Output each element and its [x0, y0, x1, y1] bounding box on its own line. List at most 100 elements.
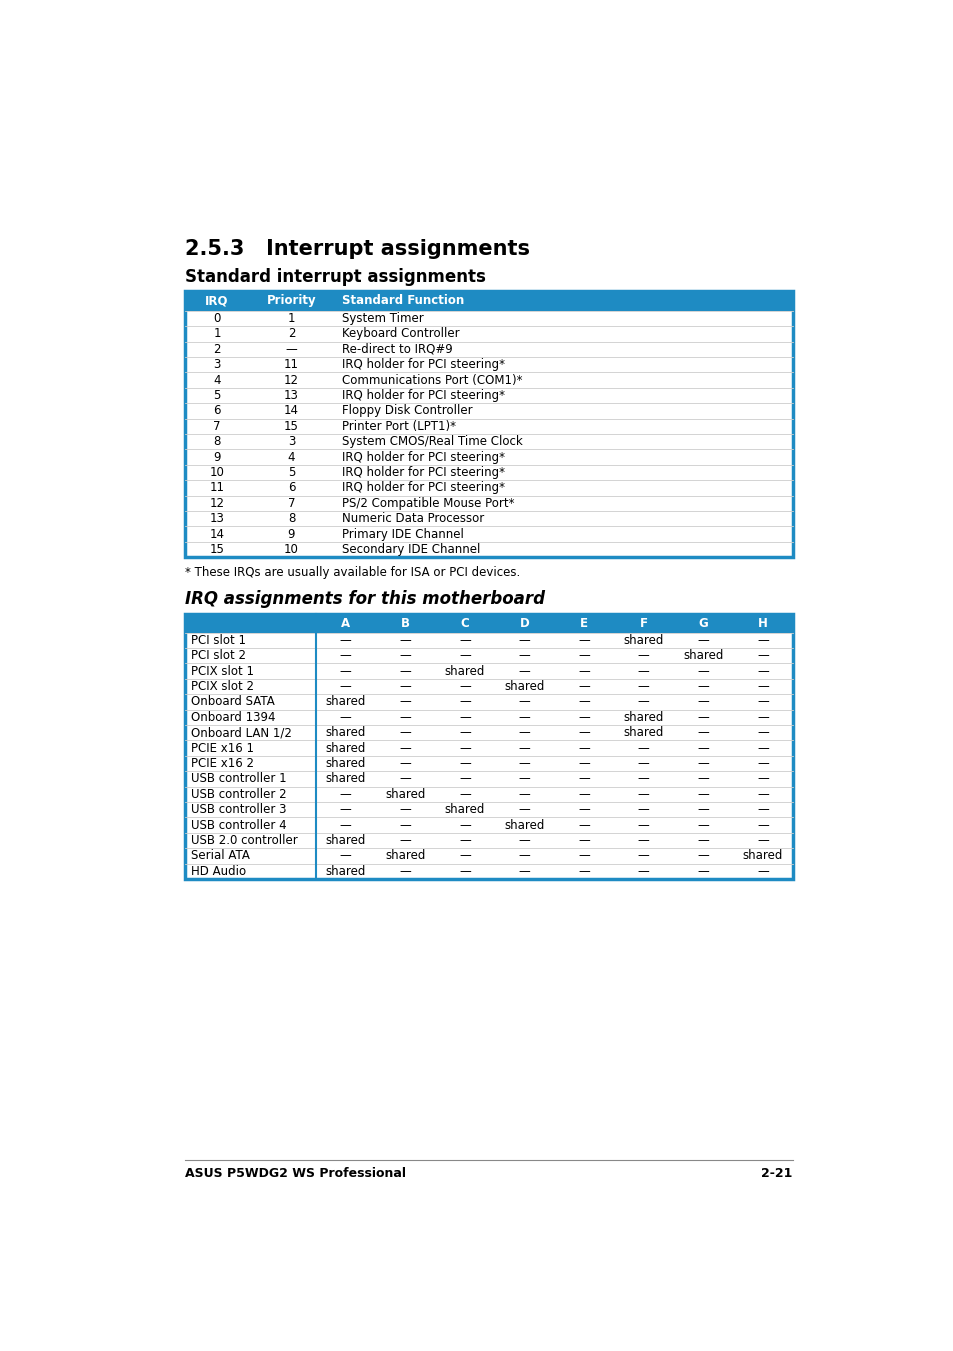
Text: —: —: [339, 634, 351, 647]
Text: —: —: [757, 634, 768, 647]
Text: Onboard 1394: Onboard 1394: [192, 711, 275, 724]
Text: System CMOS/Real Time Clock: System CMOS/Real Time Clock: [341, 435, 522, 449]
Text: shared: shared: [385, 788, 425, 801]
Text: —: —: [518, 850, 530, 862]
Text: Onboard LAN 1/2: Onboard LAN 1/2: [192, 727, 292, 739]
Text: Standard interrupt assignments: Standard interrupt assignments: [185, 267, 485, 286]
Text: —: —: [458, 834, 470, 847]
Text: —: —: [518, 788, 530, 801]
Text: IRQ holder for PCI steering*: IRQ holder for PCI steering*: [341, 481, 504, 494]
Text: —: —: [399, 665, 411, 678]
Text: USB controller 2: USB controller 2: [192, 788, 287, 801]
Text: 10: 10: [210, 466, 224, 480]
Text: shared: shared: [325, 757, 365, 770]
Text: —: —: [339, 711, 351, 724]
Text: B: B: [400, 617, 409, 630]
Text: —: —: [697, 788, 708, 801]
Text: —: —: [638, 834, 649, 847]
Text: USB controller 3: USB controller 3: [192, 804, 287, 816]
Text: 10: 10: [284, 543, 298, 555]
Text: 2: 2: [213, 343, 220, 355]
Text: F: F: [639, 617, 647, 630]
Text: —: —: [578, 804, 589, 816]
Text: Numeric Data Processor: Numeric Data Processor: [341, 512, 483, 526]
Text: —: —: [757, 773, 768, 785]
Text: —: —: [697, 634, 708, 647]
Text: —: —: [578, 819, 589, 832]
Text: —: —: [757, 680, 768, 693]
Text: —: —: [638, 650, 649, 662]
Text: 6: 6: [288, 481, 294, 494]
Text: —: —: [638, 804, 649, 816]
Text: 4: 4: [213, 373, 220, 386]
Text: —: —: [578, 727, 589, 739]
Text: —: —: [518, 650, 530, 662]
Text: —: —: [638, 757, 649, 770]
Text: —: —: [339, 819, 351, 832]
Text: ASUS P5WDG2 WS Professional: ASUS P5WDG2 WS Professional: [185, 1167, 406, 1181]
Text: 14: 14: [284, 404, 298, 417]
Text: A: A: [340, 617, 350, 630]
Text: —: —: [757, 742, 768, 755]
Text: 11: 11: [284, 358, 298, 372]
Text: Keyboard Controller: Keyboard Controller: [341, 327, 459, 340]
Text: —: —: [399, 804, 411, 816]
Text: shared: shared: [325, 727, 365, 739]
Text: —: —: [578, 865, 589, 878]
Text: shared: shared: [623, 711, 663, 724]
Text: shared: shared: [325, 773, 365, 785]
Text: Re-direct to IRQ#9: Re-direct to IRQ#9: [341, 343, 452, 355]
Text: —: —: [518, 711, 530, 724]
Text: 15: 15: [210, 543, 224, 555]
Text: 3: 3: [213, 358, 220, 372]
Text: —: —: [458, 865, 470, 878]
Text: —: —: [399, 650, 411, 662]
Text: —: —: [399, 834, 411, 847]
Text: —: —: [757, 665, 768, 678]
Text: shared: shared: [504, 819, 544, 832]
Text: shared: shared: [325, 865, 365, 878]
Text: HD Audio: HD Audio: [192, 865, 246, 878]
Text: shared: shared: [742, 850, 782, 862]
Text: —: —: [339, 788, 351, 801]
Text: 14: 14: [210, 527, 224, 540]
Text: Standard Function: Standard Function: [341, 295, 463, 307]
Text: —: —: [638, 742, 649, 755]
Text: —: —: [458, 634, 470, 647]
Text: —: —: [518, 634, 530, 647]
Text: shared: shared: [623, 727, 663, 739]
Text: D: D: [519, 617, 529, 630]
Text: —: —: [518, 696, 530, 708]
Text: PCIE x16 1: PCIE x16 1: [192, 742, 254, 755]
Text: —: —: [399, 727, 411, 739]
Text: —: —: [757, 788, 768, 801]
Text: 12: 12: [210, 497, 224, 509]
Text: —: —: [638, 680, 649, 693]
Text: —: —: [399, 819, 411, 832]
Text: IRQ holder for PCI steering*: IRQ holder for PCI steering*: [341, 466, 504, 480]
Text: shared: shared: [385, 850, 425, 862]
Text: PCI slot 1: PCI slot 1: [192, 634, 246, 647]
Text: shared: shared: [325, 696, 365, 708]
Text: 3: 3: [288, 435, 294, 449]
Text: —: —: [638, 788, 649, 801]
Text: —: —: [458, 757, 470, 770]
Text: H: H: [758, 617, 767, 630]
Text: —: —: [757, 819, 768, 832]
Text: 12: 12: [284, 373, 298, 386]
Text: —: —: [578, 711, 589, 724]
Text: —: —: [697, 834, 708, 847]
Text: —: —: [757, 696, 768, 708]
Bar: [185, 290, 792, 311]
Text: 2.5.3   Interrupt assignments: 2.5.3 Interrupt assignments: [185, 239, 530, 259]
Text: 13: 13: [284, 389, 298, 403]
Text: —: —: [578, 788, 589, 801]
Text: PCIX slot 1: PCIX slot 1: [192, 665, 254, 678]
Text: shared: shared: [444, 804, 484, 816]
Bar: [185, 615, 792, 632]
Text: —: —: [757, 757, 768, 770]
Text: —: —: [697, 757, 708, 770]
Text: —: —: [518, 757, 530, 770]
Text: Priority: Priority: [266, 295, 316, 307]
Text: —: —: [578, 696, 589, 708]
